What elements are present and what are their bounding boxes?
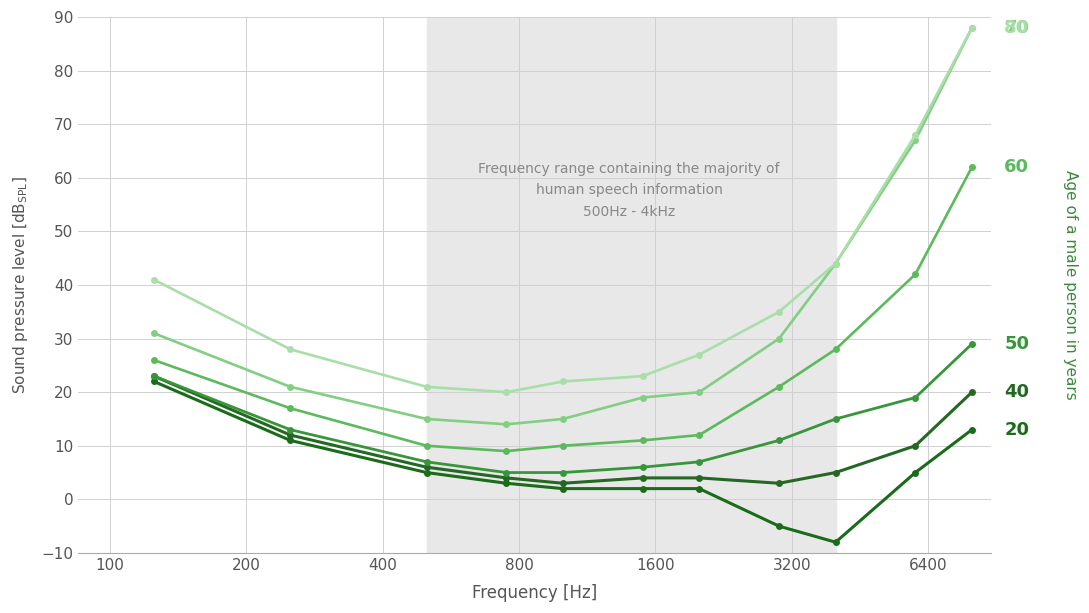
Text: 50: 50 — [1004, 335, 1029, 353]
Text: 80: 80 — [1004, 19, 1029, 37]
Text: 20: 20 — [1004, 421, 1029, 439]
Y-axis label: Sound pressure level [dB$_{\mathregular{SPL}}$]: Sound pressure level [dB$_{\mathregular{… — [11, 176, 30, 394]
Text: 70: 70 — [1004, 19, 1029, 37]
X-axis label: Frequency [Hz]: Frequency [Hz] — [472, 584, 597, 602]
Bar — [427, 17, 835, 553]
Y-axis label: Age of a male person in years: Age of a male person in years — [1063, 170, 1078, 400]
Text: 60: 60 — [1004, 158, 1029, 176]
Text: 40: 40 — [1004, 383, 1029, 401]
Text: Frequency range containing the majority of
human speech information
500Hz - 4kHz: Frequency range containing the majority … — [478, 162, 780, 219]
